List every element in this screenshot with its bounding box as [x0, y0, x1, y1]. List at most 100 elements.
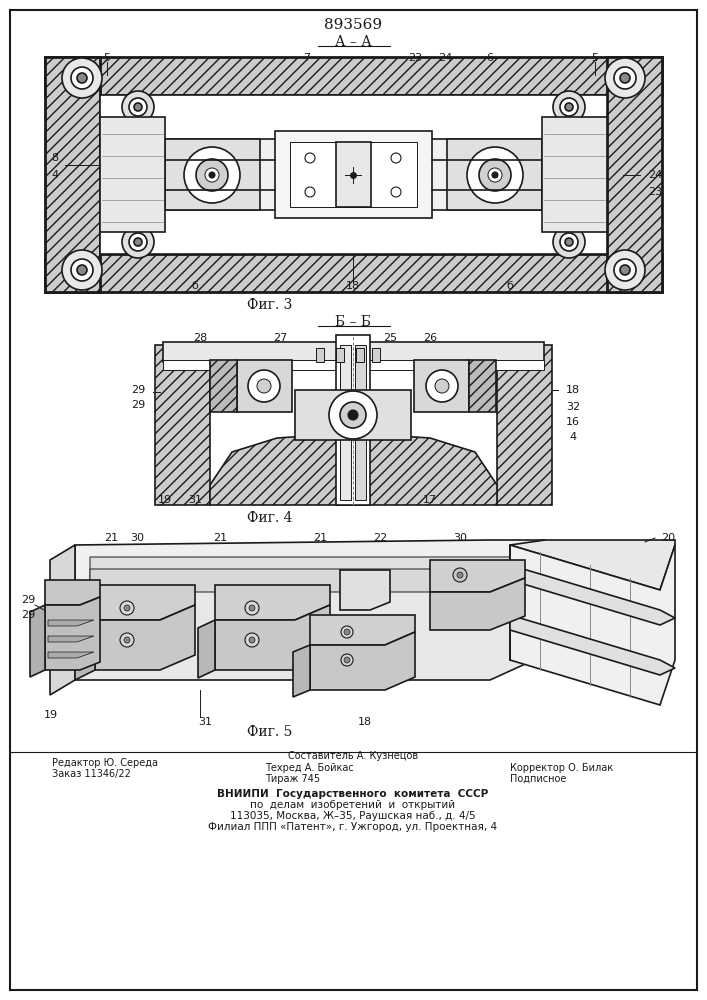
- Polygon shape: [48, 636, 94, 642]
- Circle shape: [329, 391, 377, 439]
- Circle shape: [479, 159, 511, 191]
- Text: 30: 30: [130, 533, 144, 543]
- Bar: [447, 139, 542, 210]
- Text: Корректор О. Билак: Корректор О. Билак: [510, 763, 613, 773]
- Circle shape: [457, 572, 463, 578]
- Polygon shape: [293, 645, 310, 697]
- Text: Техред А. Бойкас: Техред А. Бойкас: [265, 763, 354, 773]
- Text: 113035, Москва, Ж–35, Раушская наб., д. 4/5: 113035, Москва, Ж–35, Раушская наб., д. …: [230, 811, 476, 821]
- Bar: [163, 360, 544, 370]
- Circle shape: [249, 637, 255, 643]
- Circle shape: [209, 172, 215, 178]
- Bar: [237, 360, 292, 412]
- Text: 21: 21: [313, 533, 327, 543]
- Polygon shape: [45, 580, 100, 605]
- Text: 28: 28: [193, 333, 207, 343]
- Bar: [497, 345, 552, 505]
- Text: Фиг. 4: Фиг. 4: [247, 511, 293, 525]
- Text: 23: 23: [648, 187, 662, 197]
- Bar: [316, 348, 324, 362]
- Bar: [336, 348, 344, 362]
- Polygon shape: [90, 569, 530, 592]
- Bar: [100, 117, 165, 232]
- Circle shape: [565, 103, 573, 111]
- Circle shape: [565, 238, 573, 246]
- Circle shape: [77, 265, 87, 275]
- Polygon shape: [430, 578, 525, 630]
- Bar: [163, 342, 544, 362]
- Text: 29: 29: [131, 385, 145, 395]
- Circle shape: [122, 226, 154, 258]
- Text: 29: 29: [131, 400, 145, 410]
- Circle shape: [184, 147, 240, 203]
- Circle shape: [122, 91, 154, 123]
- Text: 32: 32: [566, 402, 580, 412]
- Polygon shape: [510, 565, 675, 625]
- Bar: [165, 139, 260, 210]
- Text: б: б: [506, 281, 513, 291]
- Circle shape: [62, 250, 102, 290]
- Text: 29: 29: [21, 610, 35, 620]
- Polygon shape: [30, 605, 45, 677]
- Circle shape: [620, 73, 630, 83]
- Circle shape: [305, 153, 315, 163]
- Bar: [275, 131, 432, 218]
- Bar: [45, 254, 662, 292]
- Circle shape: [71, 67, 93, 89]
- Text: Б – Б: Б – Б: [335, 315, 371, 329]
- Polygon shape: [210, 433, 497, 505]
- Bar: [336, 335, 370, 505]
- Circle shape: [341, 654, 353, 666]
- Text: 19: 19: [44, 710, 58, 720]
- Polygon shape: [75, 540, 545, 585]
- Circle shape: [129, 233, 147, 251]
- Circle shape: [129, 98, 147, 116]
- Polygon shape: [310, 615, 415, 645]
- Bar: [100, 95, 607, 254]
- Circle shape: [553, 91, 585, 123]
- Circle shape: [620, 265, 630, 275]
- Text: 27: 27: [273, 333, 287, 343]
- Polygon shape: [310, 632, 415, 690]
- Circle shape: [341, 626, 353, 638]
- Bar: [45, 57, 662, 95]
- Bar: [414, 360, 469, 412]
- Bar: [469, 360, 496, 412]
- Circle shape: [391, 153, 401, 163]
- Circle shape: [249, 605, 255, 611]
- Circle shape: [467, 147, 523, 203]
- Text: 6: 6: [486, 53, 493, 63]
- Circle shape: [391, 187, 401, 197]
- Circle shape: [605, 250, 645, 290]
- Text: 18: 18: [566, 385, 580, 395]
- Circle shape: [614, 67, 636, 89]
- Text: 4: 4: [569, 432, 577, 442]
- Circle shape: [134, 238, 142, 246]
- Text: 7: 7: [303, 53, 310, 63]
- Circle shape: [560, 98, 578, 116]
- Polygon shape: [510, 540, 675, 590]
- Bar: [607, 57, 662, 292]
- Circle shape: [605, 58, 645, 98]
- Text: ВНИИПИ  Государственного  комитета  СССР: ВНИИПИ Государственного комитета СССР: [217, 789, 489, 799]
- Polygon shape: [430, 560, 525, 592]
- Text: Фиг. 5: Фиг. 5: [247, 725, 293, 739]
- Circle shape: [426, 370, 458, 402]
- Bar: [355, 345, 366, 500]
- Polygon shape: [95, 605, 195, 670]
- Text: 25: 25: [383, 333, 397, 343]
- Bar: [210, 360, 237, 412]
- Text: 20: 20: [661, 533, 675, 543]
- Text: Филиал ППП «Патент», г. Ужгород, ул. Проектная, 4: Филиал ППП «Патент», г. Ужгород, ул. Про…: [209, 822, 498, 832]
- Circle shape: [77, 73, 87, 83]
- Text: 4: 4: [52, 170, 59, 180]
- Circle shape: [62, 58, 102, 98]
- Polygon shape: [215, 585, 330, 620]
- Text: Подписное: Подписное: [510, 774, 566, 784]
- Bar: [165, 139, 542, 210]
- Text: 31: 31: [188, 495, 202, 505]
- Circle shape: [196, 159, 228, 191]
- Polygon shape: [75, 560, 545, 680]
- Text: 24: 24: [648, 170, 662, 180]
- Polygon shape: [45, 597, 100, 670]
